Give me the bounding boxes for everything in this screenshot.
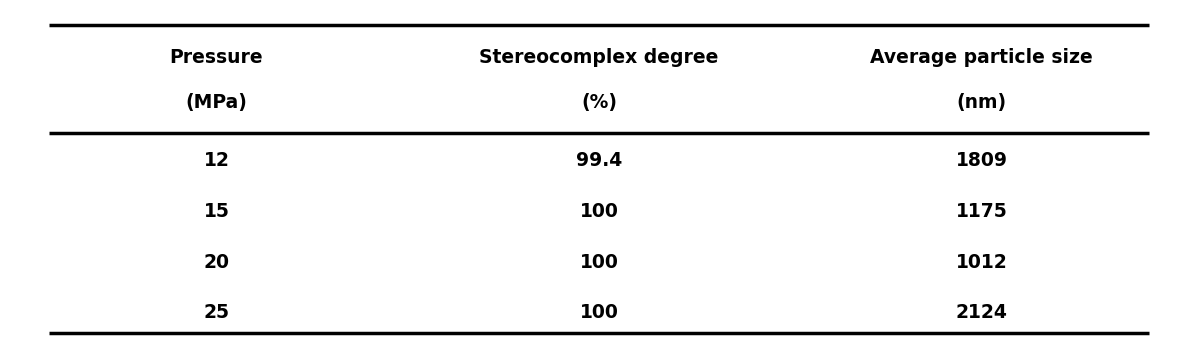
Text: Pressure: Pressure [170, 48, 264, 67]
Text: 1809: 1809 [956, 151, 1008, 170]
Text: 1012: 1012 [956, 253, 1008, 272]
Text: 99.4: 99.4 [576, 151, 622, 170]
Text: 100: 100 [580, 253, 618, 272]
Text: (%): (%) [581, 93, 617, 112]
Text: 15: 15 [204, 202, 230, 221]
Text: 1175: 1175 [956, 202, 1008, 221]
Text: 20: 20 [204, 253, 230, 272]
Text: 25: 25 [204, 303, 230, 322]
Text: Average particle size: Average particle size [870, 48, 1093, 67]
Text: 100: 100 [580, 303, 618, 322]
Text: 12: 12 [204, 151, 230, 170]
Text: 2124: 2124 [956, 303, 1008, 322]
Text: (MPa): (MPa) [186, 93, 248, 112]
Text: (nm): (nm) [956, 93, 1006, 112]
Text: 100: 100 [580, 202, 618, 221]
Text: Stereocomplex degree: Stereocomplex degree [479, 48, 719, 67]
